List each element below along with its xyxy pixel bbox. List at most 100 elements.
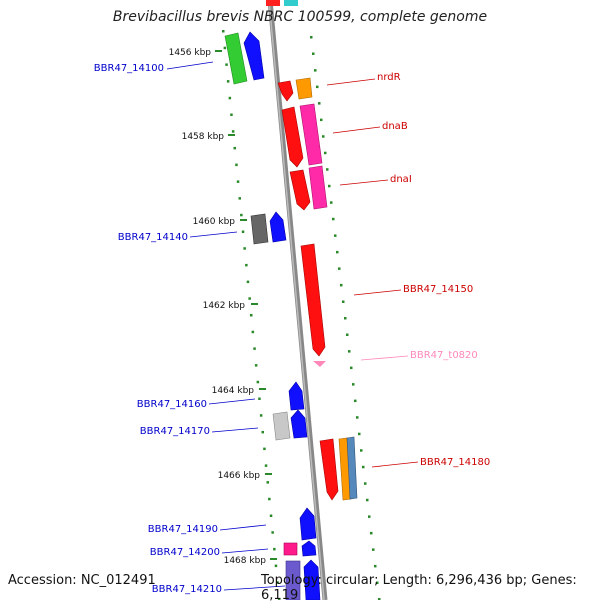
scale-dot [233,146,236,150]
gene-feature-slate [285,560,301,600]
scale-dot [318,102,321,105]
gene-feature-blue-arrow [269,211,287,243]
tick-mark [259,388,266,390]
gene-feature-blue-arrow [301,540,317,557]
tick-mark [270,558,277,560]
scale-dot [358,432,361,436]
left-scale-dots [222,30,281,600]
scale-dot [326,168,329,171]
tick-label: 1462 kbp [203,301,246,311]
scale-dot [316,85,319,89]
scale-dot [346,333,349,336]
tick-label: 1458 kbp [182,132,225,142]
gene-block-top-cyan [284,0,298,6]
gene-feature-dnaI-red [289,169,311,211]
scale-dot [269,514,273,517]
accession-text: Accession: NC_012491 [8,573,156,588]
right-scale-dots [310,36,381,600]
gene-feature-green [224,32,248,85]
scale-dot [366,498,369,502]
scale-dot [235,163,238,167]
tick-mark [251,303,258,305]
scale-dot [340,283,343,287]
gene-block-top-red [266,0,280,6]
scale-dot [278,598,281,600]
scale-dot [222,30,225,33]
scale-dot [241,230,245,233]
tick-mark [265,473,272,475]
gene-feature-blue-arrow [243,31,265,81]
scale-dot [225,63,228,66]
scale-dot [263,447,266,451]
gene-feature-lightgray [272,411,291,441]
gene-feature-dnaI-pink [308,165,328,210]
scale-dot [248,297,251,300]
scale-dot [245,263,248,267]
gene-label: dnaI [390,174,412,185]
gene-feature-orange [295,77,313,100]
scale-dot [310,36,313,39]
gene-label: BBR47_14150 [403,284,473,295]
gene-feature-blue-arrow [290,409,308,439]
scale-dot [243,247,246,250]
scale-dot [276,581,279,584]
leader-line [326,78,376,86]
scale-dot [372,548,375,551]
tick-mark [228,134,235,136]
scale-dot [354,399,357,403]
gene-label: BBR47_14190 [148,524,218,535]
scale-dot [314,69,317,72]
gene-feature-blue-arrow [303,559,321,600]
scale-dot [250,314,253,317]
scale-dot [320,118,323,122]
scale-dot [273,547,276,551]
scale-dot [324,151,327,155]
scale-dot [342,300,345,303]
scale-dot [261,430,264,434]
scale-dot [328,184,331,188]
gene-feature-nrdR-red [277,80,294,102]
gene-label: dnaB [382,121,408,132]
gene-feature-steelblue [346,436,358,500]
leader-line [339,179,389,186]
scale-dot [368,515,371,518]
tick-label: 1460 kbp [193,217,236,227]
leader-line [211,427,259,433]
scale-dot [274,564,278,568]
scale-dot [352,383,355,386]
gene-label: BBR47_t0820 [410,350,478,361]
gene-feature-gray [250,213,269,245]
gene-label: BBR47_14200 [150,547,220,558]
scale-dot [330,201,333,204]
scale-dot [266,481,269,484]
gene-feature-dnaB-pink [299,103,323,166]
scale-dot [246,280,250,284]
scale-dot [228,96,232,100]
leader-line [360,355,409,361]
tick-label: 1468 kbp [224,556,267,566]
scale-dot [364,482,367,485]
gene-feature-long-red [300,243,326,357]
scale-dot [258,397,261,400]
scale-dot [356,416,359,419]
scale-dot [238,197,241,200]
scale-dot [264,464,268,467]
gene-label: BBR47_14140 [118,232,188,243]
map-title: Brevibacillus brevis NBRC 100599, comple… [112,9,488,25]
tick-mark [215,50,222,52]
scale-dot [312,52,315,55]
leader-line [371,461,419,468]
scale-dot [332,217,335,221]
scale-dot [240,213,243,217]
scale-dot [259,414,263,417]
gene-feature-magenta [283,542,298,556]
gene-feature-blue-arrow [288,381,305,411]
scale-dot [348,350,351,353]
scale-dot [253,347,256,350]
scale-dot [370,531,373,535]
tick-label: 1464 kbp [212,386,255,396]
scale-dot [231,130,235,133]
tick-label: 1456 kbp [169,48,212,58]
scale-dot [344,317,347,320]
